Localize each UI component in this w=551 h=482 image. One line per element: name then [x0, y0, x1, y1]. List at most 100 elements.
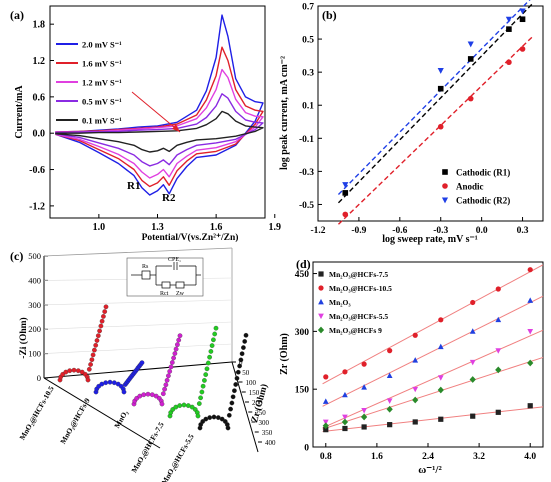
data-point — [506, 59, 512, 66]
series-label-4: MnO₂@HCFs-5.5 — [159, 432, 195, 482]
panel-c-series — [57, 304, 249, 431]
eis-point — [239, 351, 245, 357]
legend-marker-0 — [442, 169, 448, 175]
peak-label-r1: R1 — [127, 180, 140, 192]
data-point — [360, 413, 368, 421]
eis-point — [169, 360, 175, 365]
eis-point — [103, 304, 109, 310]
data-point — [469, 328, 476, 334]
data-point — [361, 408, 367, 414]
eis-point — [137, 393, 143, 399]
data-point — [342, 369, 348, 375]
x-tick-label: 1.3 — [151, 222, 164, 233]
eis-point — [164, 377, 170, 383]
eis-point — [242, 339, 248, 344]
data-point — [387, 422, 393, 428]
data-point — [386, 405, 393, 413]
y-tick-label: 0.7 — [302, 3, 314, 13]
x-tick-label: 1.9 — [269, 222, 282, 233]
eis-point — [229, 400, 235, 406]
c-grid-line — [43, 321, 233, 330]
panel-d-ylabel: Zr (Ohm) — [279, 333, 290, 375]
depth-tick-label: 150 — [249, 389, 260, 397]
data-point — [467, 95, 474, 102]
eis-point — [101, 314, 106, 319]
eis-point — [209, 343, 215, 348]
legend-label-4: Mn₂O₃@HCFs 9 — [329, 326, 382, 335]
legend-label-1: Mn₂O₃@HCFs-10.5 — [329, 284, 392, 293]
series-label-1: MnO₂@HCFs-9 — [58, 396, 92, 445]
depth-tick-label: 300 — [259, 419, 270, 427]
eis-point — [103, 380, 109, 386]
y-tick-label: 0.0 — [33, 129, 46, 140]
eis-point — [107, 379, 113, 385]
y-tick-label: -0.3 — [299, 168, 314, 178]
data-point — [342, 414, 348, 421]
panel-a-ylabel: Current/mA — [14, 85, 25, 139]
eis-point — [225, 425, 231, 431]
data-point — [469, 376, 476, 383]
data-point — [412, 396, 419, 404]
legend-label-1: 1.6 mV S⁻¹ — [82, 59, 122, 69]
eis-point — [145, 391, 151, 397]
data-point — [412, 332, 418, 338]
eis-point — [99, 318, 105, 324]
eis-point — [238, 357, 244, 363]
data-point — [495, 366, 502, 374]
y-tick-label: 150 — [295, 386, 310, 396]
y-tick-label: -1.2 — [29, 201, 45, 212]
legend-label-4: 0.1 mV S⁻¹ — [82, 116, 122, 126]
y-tick-label: 0.3 — [302, 69, 314, 79]
data-point — [469, 359, 476, 366]
data-point — [323, 427, 329, 433]
eis-point — [234, 375, 240, 381]
fit-line-1 — [337, 35, 534, 225]
data-point — [323, 374, 329, 380]
data-point — [527, 267, 533, 273]
legend-label-3: 0.5 mV S⁻¹ — [82, 97, 122, 107]
x-tick-label: 4.0 — [524, 452, 536, 462]
panel-b: (b) -1.2 -0.9 -0.6 -0.3 0.0 0.3 0.7 0.5 0.3 0.1 -0… — [279, 0, 544, 245]
legend-label-0: 2.0 mV S⁻¹ — [82, 40, 122, 50]
data-point — [437, 123, 444, 130]
panel-b-letter: (b) — [322, 8, 337, 22]
eis-point — [111, 380, 117, 386]
equivalent-circuit-inset: Rs CPE₁ Rct Zw — [126, 257, 204, 297]
data-point — [322, 398, 329, 404]
eis-point — [176, 337, 182, 343]
data-point — [342, 190, 349, 196]
y-tick-label: 100 — [28, 349, 41, 359]
circuit-label-rs: Rs — [142, 264, 149, 270]
panel-b-ticks: -1.2 -0.9 -0.6 -0.3 0.0 0.3 0.7 0.5 0.3 0.1 -0.1 -0… — [299, 3, 529, 237]
depth-tick-label: 200 — [252, 399, 263, 407]
x-tick-label: 0.3 — [517, 226, 529, 236]
eis-point — [99, 381, 105, 387]
fit-line-0 — [337, 2, 534, 204]
eis-point — [213, 325, 219, 331]
panel-b-points — [342, 8, 526, 218]
eis-point — [208, 349, 214, 354]
eis-point — [167, 369, 173, 374]
eis-point — [235, 369, 241, 375]
x-tick-label: 1.6 — [371, 452, 383, 462]
eis-point — [202, 378, 207, 383]
eis-point — [63, 369, 69, 375]
data-point — [519, 46, 526, 52]
legend-label-2: Mn₂O₃ — [329, 298, 351, 307]
data-point — [437, 375, 444, 381]
c-grid-line — [43, 343, 233, 354]
data-point — [322, 419, 329, 426]
y-tick-label: 1.8 — [33, 20, 46, 31]
eis-point — [67, 368, 73, 374]
legend-label-2: Cathodic (R2) — [456, 196, 510, 206]
eis-point — [195, 413, 201, 419]
eis-point — [166, 373, 171, 379]
eis-point — [241, 345, 246, 350]
depth-tick-label: 400 — [265, 439, 276, 447]
x-tick-label: -0.6 — [392, 226, 407, 236]
eis-point — [86, 366, 92, 372]
eis-point — [207, 415, 213, 420]
eis-point — [97, 328, 102, 334]
eis-point — [171, 355, 176, 361]
